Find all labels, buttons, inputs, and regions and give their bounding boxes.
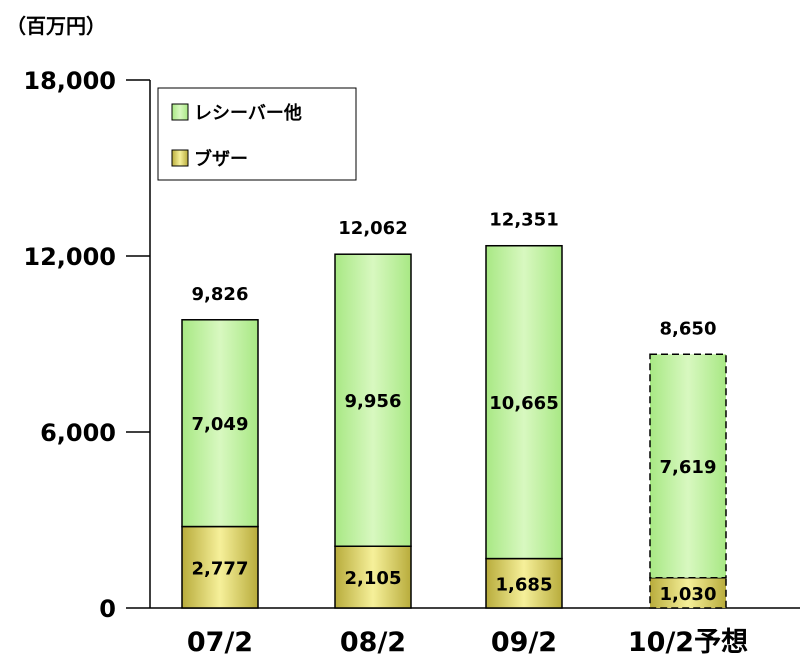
legend-swatch <box>171 103 189 121</box>
unit-label: （百万円） <box>6 14 106 38</box>
bar-segment-buzzer <box>649 577 727 609</box>
legend-swatch <box>171 149 189 167</box>
total-value-label: 12,062 <box>338 218 407 239</box>
y-tick-label: 0 <box>99 595 116 623</box>
segment-value-label: 10,665 <box>489 393 558 414</box>
bar-segment-receiver <box>181 319 259 528</box>
x-category-label: 08/2 <box>340 627 406 658</box>
legend-label: レシーバー他 <box>194 102 302 124</box>
segment-value-label: 7,619 <box>660 457 717 478</box>
segment-value-label: 2,105 <box>345 568 402 589</box>
legend-box <box>157 87 357 181</box>
legend-label: ブザー <box>194 148 248 170</box>
bar-segment-receiver <box>649 353 727 579</box>
total-value-label: 9,826 <box>192 284 249 305</box>
total-value-label: 12,351 <box>489 210 558 231</box>
x-category-label: 07/2 <box>187 627 253 658</box>
total-value-label: 8,650 <box>660 318 717 339</box>
y-tick-label: 6,000 <box>40 419 116 447</box>
bars: 2,777 7,049 9,826 07/2 2,105 9,956 12,062 08/2 1… <box>181 210 748 658</box>
x-category-label: 10/2予想 <box>628 627 748 658</box>
x-category-label: 09/2 <box>491 627 557 658</box>
bar-segment-buzzer <box>181 525 259 609</box>
bar-segment-receiver <box>334 253 412 548</box>
y-tick-label: 12,000 <box>23 243 116 271</box>
segment-value-label: 7,049 <box>192 414 249 435</box>
y-tick-label: 18,000 <box>23 67 116 95</box>
segment-value-label: 1,685 <box>496 574 553 595</box>
bar-segment-buzzer <box>334 545 412 609</box>
segment-value-label: 2,777 <box>192 558 249 579</box>
bar-segment-receiver <box>485 244 563 560</box>
axes: 0 6,000 12,000 18,000 <box>23 67 800 623</box>
segment-value-label: 1,030 <box>660 584 717 605</box>
segment-value-label: 9,956 <box>345 391 402 412</box>
